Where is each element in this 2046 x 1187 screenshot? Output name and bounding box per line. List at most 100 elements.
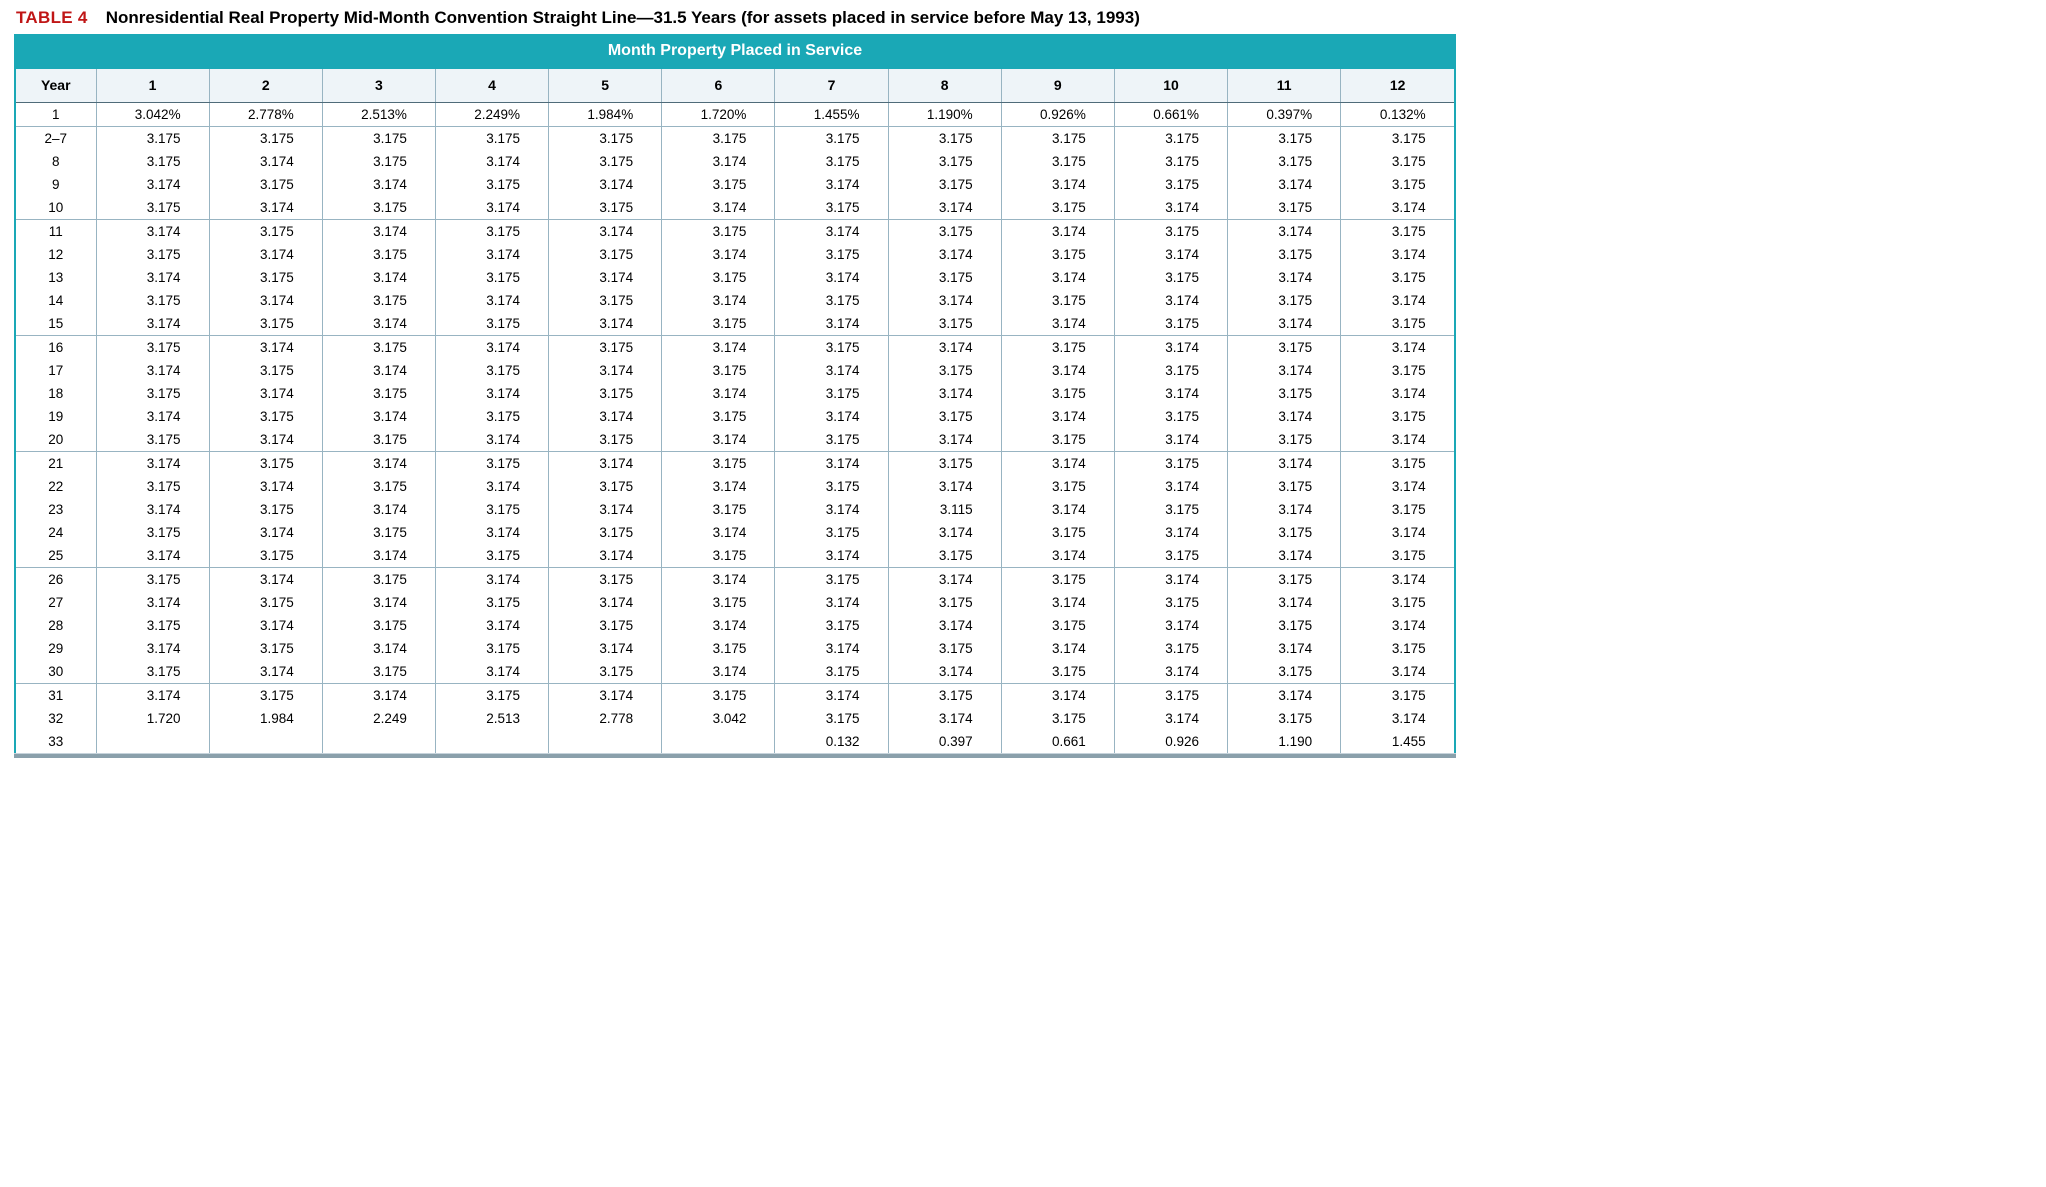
- value: 3.175: [804, 131, 860, 146]
- value-cell: 3.174: [96, 544, 209, 568]
- value-cell: 3.175: [435, 498, 548, 521]
- value: 3.174: [1370, 618, 1426, 633]
- value-cell: 3.175: [96, 568, 209, 592]
- table-row: 321.7201.9842.2492.5132.7783.0423.1753.1…: [16, 707, 1454, 730]
- value-cell: 3.174: [888, 614, 1001, 637]
- value-cell: 3.175: [322, 127, 435, 151]
- value-cell: 3.175: [1114, 684, 1227, 708]
- value-cell: 3.174: [888, 336, 1001, 360]
- value: 3.175: [804, 386, 860, 401]
- value-cell: 3.174: [96, 266, 209, 289]
- value: 3.174: [1030, 548, 1086, 563]
- table-row: 103.1753.1743.1753.1743.1753.1743.1753.1…: [16, 196, 1454, 220]
- value: 3.175: [464, 224, 520, 239]
- value: 3.174: [577, 224, 633, 239]
- value-cell: 3.175: [435, 220, 548, 244]
- header-year: Year: [16, 69, 96, 103]
- value-cell: 3.175: [209, 637, 322, 660]
- value-cell: 3.174: [1341, 707, 1454, 730]
- value: 3.174: [1256, 641, 1312, 656]
- value-cell: 3.174: [1228, 173, 1341, 196]
- value-cell: 3.175: [888, 684, 1001, 708]
- value-cell: 3.174: [662, 196, 775, 220]
- value-cell: 3.174: [888, 289, 1001, 312]
- value: 3.174: [1370, 247, 1426, 262]
- value: 1.190: [1256, 734, 1312, 749]
- value: 3.174: [464, 247, 520, 262]
- value-cell: 3.175: [1228, 660, 1341, 684]
- value: 3.175: [464, 688, 520, 703]
- table-row: 203.1753.1743.1753.1743.1753.1743.1753.1…: [16, 428, 1454, 452]
- value-cell: 3.175: [1114, 591, 1227, 614]
- value-cell: 3.175: [1228, 521, 1341, 544]
- value: 3.175: [917, 224, 973, 239]
- value: 3.175: [351, 154, 407, 169]
- value: 3.174: [690, 664, 746, 679]
- value: 3.175: [804, 432, 860, 447]
- value: 3.175: [238, 131, 294, 146]
- value: 3.175: [1370, 154, 1426, 169]
- value: 3.174: [1370, 293, 1426, 308]
- table-row: 313.1743.1753.1743.1753.1743.1753.1743.1…: [16, 684, 1454, 708]
- value: 3.174: [1370, 664, 1426, 679]
- header-month-6: 6: [662, 69, 775, 103]
- value-cell: 3.175: [1001, 568, 1114, 592]
- value: 3.174: [351, 456, 407, 471]
- value-cell: 3.175: [96, 382, 209, 405]
- table-row: 153.1743.1753.1743.1753.1743.1753.1743.1…: [16, 312, 1454, 336]
- value-cell: 3.174: [549, 266, 662, 289]
- header-month-12: 12: [1341, 69, 1454, 103]
- value: 3.175: [351, 247, 407, 262]
- value: 3.175: [464, 548, 520, 563]
- value-cell: 1.455%: [775, 103, 888, 127]
- year-cell: 11: [16, 220, 96, 244]
- value-cell: 3.174: [549, 498, 662, 521]
- year-cell: 33: [16, 730, 96, 753]
- value: 3.175: [464, 131, 520, 146]
- table-row: 293.1743.1753.1743.1753.1743.1753.1743.1…: [16, 637, 1454, 660]
- value-cell: 3.174: [888, 243, 1001, 266]
- value: 3.174: [690, 618, 746, 633]
- value: 3.175: [1370, 641, 1426, 656]
- value-cell: 3.175: [888, 220, 1001, 244]
- value: 3.174: [238, 154, 294, 169]
- value-cell: 3.175: [1341, 452, 1454, 476]
- header-row: Year 123456789101112: [16, 69, 1454, 103]
- value-cell: 3.174: [1114, 196, 1227, 220]
- value: 3.175: [1370, 177, 1426, 192]
- value: 3.175: [690, 502, 746, 517]
- value: 3.175: [690, 641, 746, 656]
- value-cell: 3.175: [1341, 220, 1454, 244]
- value: 3.175: [804, 154, 860, 169]
- table-row: 283.1753.1743.1753.1743.1753.1743.1753.1…: [16, 614, 1454, 637]
- value: 3.175: [464, 502, 520, 517]
- value-cell: 3.174: [1114, 521, 1227, 544]
- year-cell: 9: [16, 173, 96, 196]
- value-cell: 3.175: [322, 196, 435, 220]
- header-month-2: 2: [209, 69, 322, 103]
- value-cell: 3.175: [1114, 544, 1227, 568]
- value: 3.174: [125, 224, 181, 239]
- year-cell: 10: [16, 196, 96, 220]
- value-cell: 3.174: [1228, 266, 1341, 289]
- value: 3.175: [125, 664, 181, 679]
- value-cell: 3.174: [435, 428, 548, 452]
- value: 3.174: [125, 456, 181, 471]
- value: 0.132%: [1370, 107, 1426, 122]
- value: 3.174: [351, 177, 407, 192]
- value-cell: 3.174: [1228, 684, 1341, 708]
- value-cell: 3.175: [96, 660, 209, 684]
- value: 3.175: [690, 595, 746, 610]
- value-cell: 3.175: [775, 336, 888, 360]
- value-cell: [662, 730, 775, 753]
- value-cell: 3.174: [322, 359, 435, 382]
- value: 3.174: [1030, 456, 1086, 471]
- value: 3.174: [351, 224, 407, 239]
- value-cell: 3.174: [1001, 266, 1114, 289]
- table-row: 183.1753.1743.1753.1743.1753.1743.1753.1…: [16, 382, 1454, 405]
- value-cell: 3.175: [96, 127, 209, 151]
- value-cell: 3.175: [209, 591, 322, 614]
- value-cell: 3.174: [888, 568, 1001, 592]
- value: 3.174: [804, 270, 860, 285]
- value: 1.720: [125, 711, 181, 726]
